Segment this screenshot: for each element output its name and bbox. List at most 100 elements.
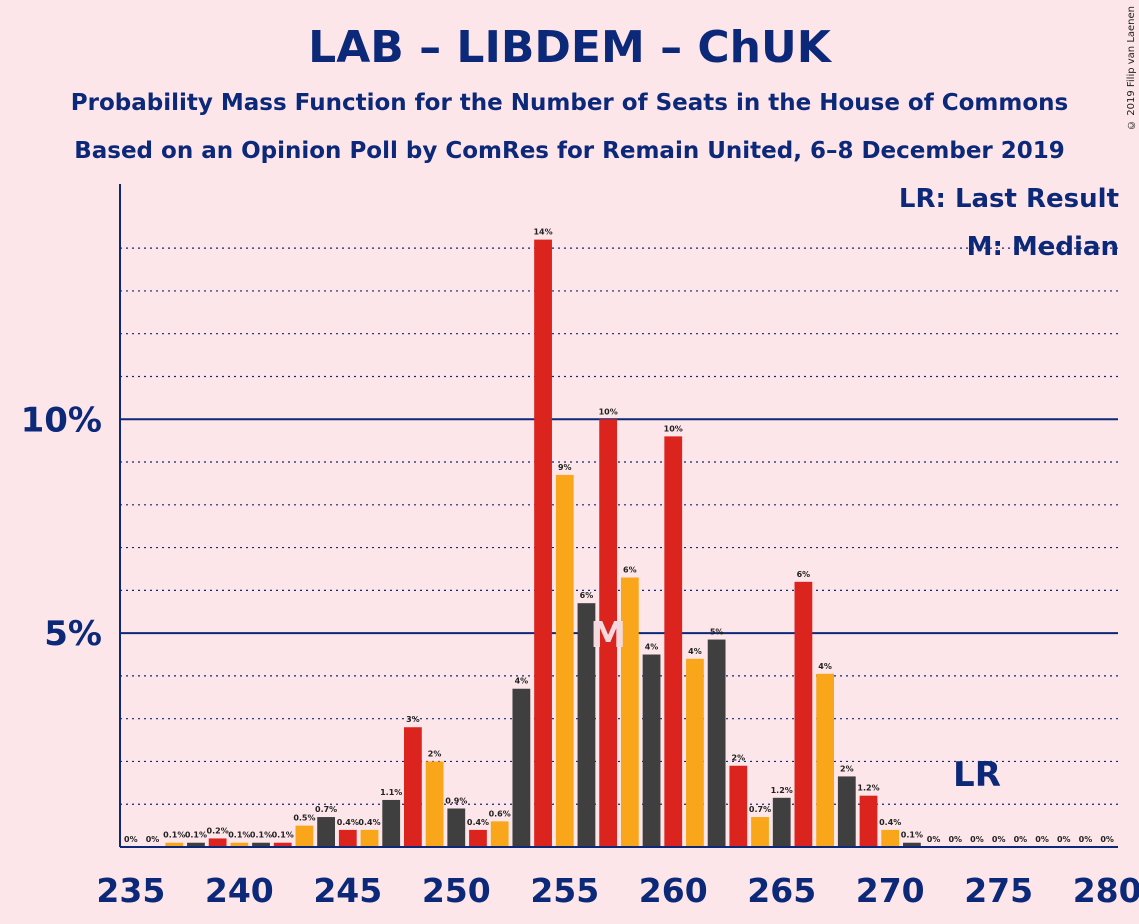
- bar: [403, 727, 422, 847]
- data-label: 0.7%: [315, 805, 337, 814]
- x-tick-label: 240: [205, 871, 274, 910]
- bar: [664, 436, 683, 847]
- bar: [512, 688, 531, 847]
- chart-title: LAB – LIBDEM – ChUK: [308, 22, 831, 73]
- data-label: 0.1%: [901, 831, 923, 840]
- data-label: 0%: [1079, 835, 1093, 844]
- bar: [252, 842, 270, 847]
- data-label: 6%: [797, 570, 811, 579]
- bar: [707, 639, 726, 847]
- y-tick-label: 10%: [21, 400, 102, 440]
- bar: [686, 658, 704, 847]
- bar: [772, 797, 791, 847]
- x-tick-label: 235: [96, 871, 165, 910]
- data-label: 0.7%: [749, 805, 771, 814]
- data-label: 0%: [1014, 835, 1028, 844]
- data-label: 2%: [732, 754, 746, 763]
- data-label: 4%: [818, 662, 832, 671]
- chart-subtitle-source: Based on an Opinion Poll by ComRes for R…: [74, 138, 1065, 164]
- bar: [165, 842, 184, 847]
- data-label: 0%: [146, 835, 160, 844]
- x-tick-label: 260: [639, 871, 708, 910]
- bar: [360, 829, 379, 847]
- data-label: 0.1%: [185, 831, 207, 840]
- data-label: 0%: [1057, 835, 1071, 844]
- data-label: 6%: [580, 591, 594, 600]
- bar: [469, 829, 487, 847]
- data-label: 14%: [533, 228, 552, 237]
- data-label: 2%: [428, 749, 442, 758]
- data-label: 0.1%: [272, 831, 294, 840]
- data-label: 0.2%: [207, 826, 229, 835]
- data-label: 10%: [664, 424, 683, 433]
- legend-median: M: Median: [966, 232, 1119, 262]
- data-label: 5%: [710, 628, 724, 637]
- data-label: 3%: [406, 715, 420, 724]
- bar: [447, 808, 466, 847]
- bar: [208, 838, 227, 847]
- data-label: 0%: [948, 835, 962, 844]
- data-label: 1.2%: [771, 786, 793, 795]
- data-label: 0.9%: [445, 797, 467, 806]
- bar: [794, 581, 813, 847]
- data-label: 0%: [1035, 835, 1049, 844]
- data-label: 4%: [645, 643, 659, 652]
- bar: [729, 765, 748, 847]
- data-label: 0.4%: [337, 818, 359, 827]
- x-tick-label: 250: [422, 871, 491, 910]
- data-label: 0.1%: [228, 831, 250, 840]
- bar: [490, 821, 509, 847]
- bar: [599, 419, 618, 847]
- data-label: 0.4%: [358, 818, 380, 827]
- median-marker: M: [590, 615, 626, 656]
- data-label: 0.4%: [879, 818, 901, 827]
- data-label: 4%: [688, 647, 702, 656]
- legend-last-result: LR: Last Result: [898, 184, 1119, 214]
- bar: [425, 761, 444, 847]
- data-label: 1.1%: [380, 788, 402, 797]
- bar: [837, 776, 856, 847]
- x-tick-label: 245: [313, 871, 382, 910]
- x-tick-label: 255: [530, 871, 599, 910]
- x-tick-label: 280: [1073, 871, 1139, 910]
- bar: [577, 603, 596, 847]
- bar: [382, 799, 401, 847]
- data-label: 0%: [124, 835, 138, 844]
- data-label: 6%: [623, 566, 637, 575]
- data-label: 1.2%: [857, 784, 879, 793]
- bar: [230, 842, 249, 847]
- data-label: 0%: [927, 835, 941, 844]
- x-tick-label: 265: [747, 871, 816, 910]
- bar: [338, 829, 357, 847]
- bar: [273, 842, 292, 847]
- bar: [902, 842, 921, 847]
- bar: [620, 577, 639, 847]
- data-label: 0.6%: [489, 809, 511, 818]
- data-label: 0%: [992, 835, 1006, 844]
- bar: [534, 239, 552, 847]
- data-label: 0%: [970, 835, 984, 844]
- data-label: 0.1%: [163, 831, 185, 840]
- bar: [317, 817, 336, 847]
- last-result-marker: LR: [953, 755, 1001, 795]
- data-label: 0%: [1100, 835, 1114, 844]
- x-tick-label: 270: [856, 871, 925, 910]
- bar: [642, 654, 661, 847]
- data-label: 0.1%: [250, 831, 272, 840]
- bar: [881, 829, 900, 847]
- y-tick-label: 5%: [44, 614, 102, 654]
- bar: [187, 842, 205, 847]
- bar: [751, 817, 769, 847]
- bar: [295, 825, 314, 847]
- data-label: 4%: [515, 677, 529, 686]
- bar: [859, 795, 878, 847]
- data-label: 2%: [840, 764, 854, 773]
- data-label: 0.4%: [467, 818, 489, 827]
- chart-subtitle: Probability Mass Function for the Number…: [70, 90, 1069, 116]
- bar: [555, 474, 574, 847]
- data-label: 9%: [558, 463, 572, 472]
- data-label: 0.5%: [293, 814, 315, 823]
- x-tick-label: 275: [964, 871, 1033, 910]
- bar: [816, 673, 835, 847]
